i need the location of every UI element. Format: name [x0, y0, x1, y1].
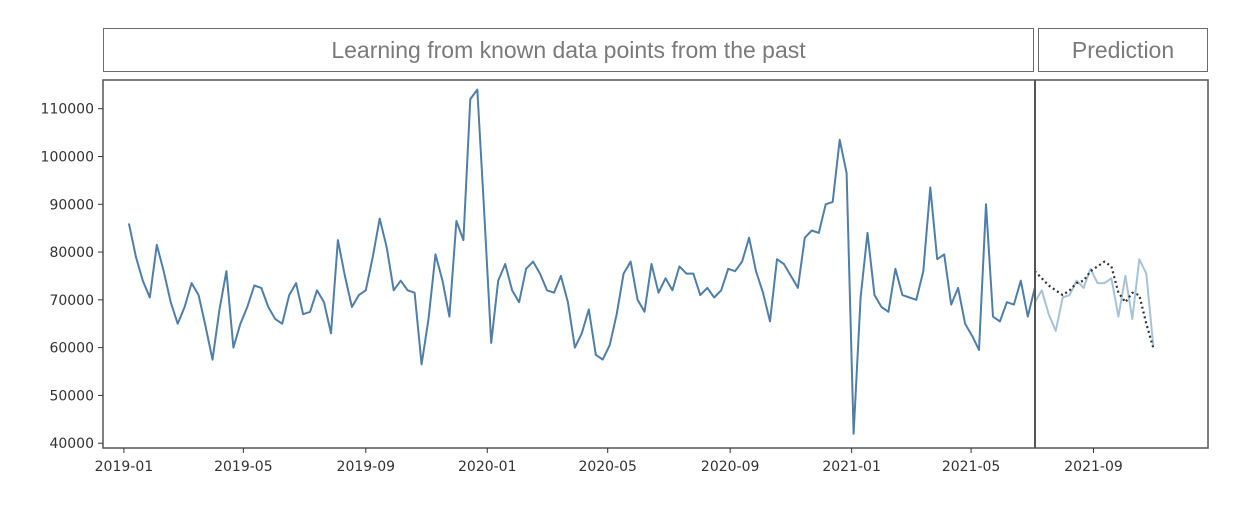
x-tick-label-2019-05: 2019-05 [214, 459, 273, 475]
x-tick-label-2020-09: 2020-09 [701, 459, 760, 475]
prediction-banner: Prediction [1038, 28, 1208, 72]
y-tick-label-100000: 100000 [41, 149, 94, 165]
series-history-line [127, 88, 1036, 435]
series-layer [127, 88, 1155, 435]
x-tick-label-2021-09: 2021-09 [1064, 459, 1123, 475]
learning-banner-label: Learning from known data points from the… [331, 36, 806, 63]
x-tick-label-2019-01: 2019-01 [95, 459, 154, 475]
x-tick-label-2021-05: 2021-05 [942, 459, 1001, 475]
prediction-banner-label: Prediction [1071, 36, 1175, 63]
y-tick-label-110000: 110000 [41, 102, 94, 118]
y-tick-label-80000: 80000 [49, 245, 94, 261]
y-tick-label-50000: 50000 [49, 388, 94, 404]
y-tick-label-40000: 40000 [49, 436, 94, 452]
y-tick-label-90000: 90000 [49, 197, 94, 213]
y-tick-label-60000: 60000 [49, 341, 94, 357]
x-tick-label-2019-09: 2019-09 [337, 459, 396, 475]
axes-layer: 40000 50000 60000 70000 80000 90000 100000 1100… [41, 79, 1209, 475]
learning-banner: Learning from known data points from the… [103, 28, 1034, 72]
x-tick-label-2021-01: 2021-01 [822, 459, 881, 475]
x-tick-label-2020-05: 2020-05 [578, 459, 637, 475]
plot-frame [102, 79, 1209, 449]
series-forecast-line [1034, 260, 1155, 348]
y-tick-label-70000: 70000 [49, 293, 94, 309]
x-tick-label-2020-01: 2020-01 [458, 459, 517, 475]
series-actual-future-line [1033, 258, 1155, 346]
